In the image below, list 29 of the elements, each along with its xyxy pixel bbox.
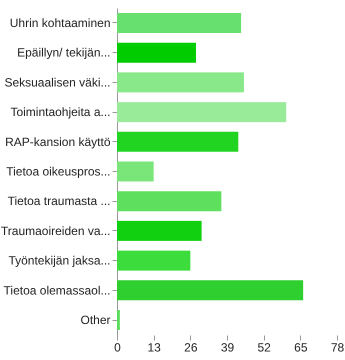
y-tick-label: Työntekijän jaksa... — [8, 254, 110, 268]
x-tick-label: 39 — [220, 340, 234, 354]
bar — [117, 42, 196, 63]
x-tick-label: 26 — [184, 340, 198, 354]
y-tick-label: Tietoa traumasta ... — [8, 194, 110, 208]
bar — [117, 191, 222, 212]
bar — [117, 220, 202, 241]
y-tick-label: Uhrin kohtaaminen — [10, 16, 110, 30]
y-tick-label: Other — [80, 313, 110, 327]
x-tick-label: 13 — [147, 340, 162, 354]
bar — [117, 162, 154, 182]
y-tick-label: Traumaoireiden va... — [0, 224, 110, 238]
bar — [117, 13, 242, 33]
bar — [117, 310, 120, 330]
x-tick-label: 0 — [114, 340, 122, 354]
bar — [117, 72, 244, 92]
x-tick-label: 52 — [257, 340, 272, 354]
y-tick-label: Tietoa oikeuspros... — [6, 164, 110, 178]
bar — [117, 250, 190, 271]
bar — [117, 132, 238, 152]
y-tick-label: Epäillyn/ tekijän... — [17, 46, 110, 60]
x-tick-label: 65 — [294, 340, 308, 354]
y-tick-label: Seksuaalisen väki... — [4, 75, 110, 90]
y-tick-label: Toimintaohjeita a... — [10, 105, 110, 120]
bar — [117, 102, 286, 122]
y-tick-label: Tietoa olemassaol... — [4, 283, 110, 298]
bar — [117, 280, 304, 300]
y-tick-label: RAP-kansion käyttö — [5, 134, 111, 149]
x-tick-label: 78 — [330, 340, 344, 354]
